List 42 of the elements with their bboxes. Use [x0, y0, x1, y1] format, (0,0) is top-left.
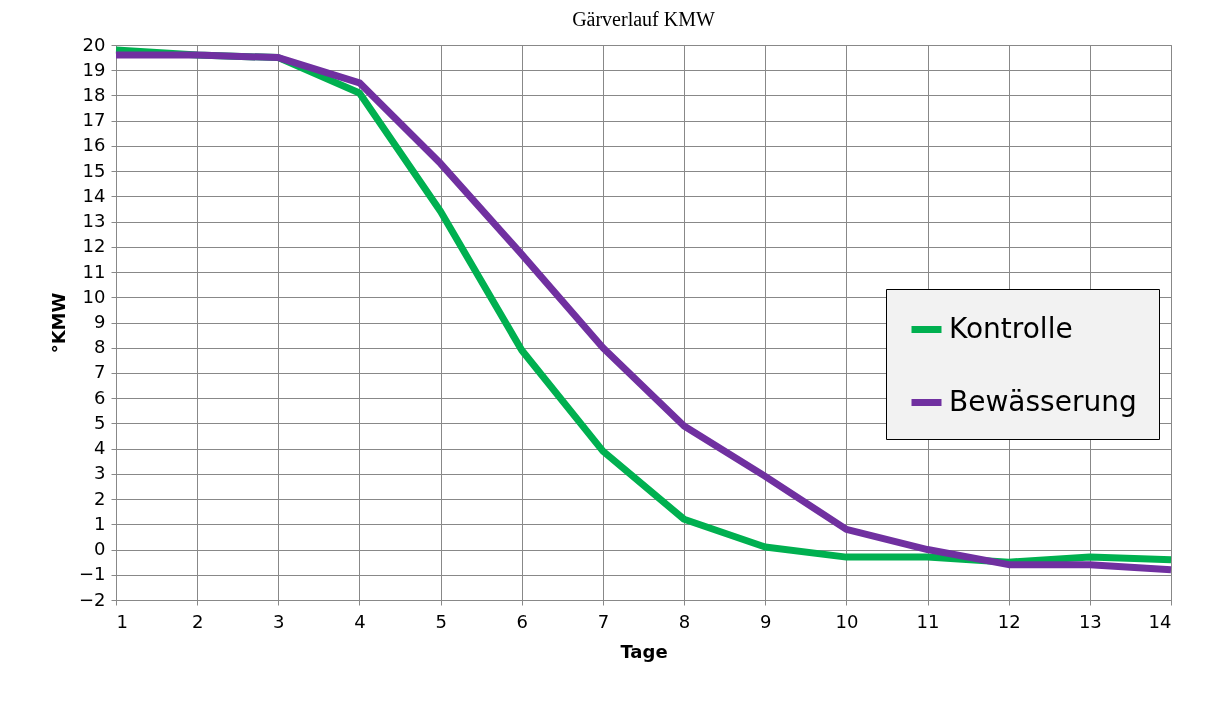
- y-tick-label: 2: [94, 487, 106, 509]
- y-tick-label: 1: [94, 512, 106, 534]
- y-tick-label: 18: [82, 83, 106, 105]
- x-tick-label: 2: [191, 610, 204, 632]
- x-tick-label: 6: [516, 610, 528, 632]
- x-tick-label: 8: [678, 610, 691, 632]
- y-tick-label: 15: [82, 159, 106, 181]
- y-tick-label: 11: [82, 260, 106, 282]
- y-tick-label: −2: [78, 588, 106, 610]
- y-tick-label: 17: [82, 109, 106, 131]
- y-tick-label: 4: [94, 437, 106, 459]
- chart-title: Gärverlauf KMW: [572, 8, 715, 30]
- y-tick-label: 9: [94, 311, 106, 332]
- x-tick-label: 1: [116, 610, 128, 632]
- x-tick-label: 14: [1148, 610, 1172, 632]
- y-tick-label: 14: [82, 184, 106, 206]
- x-tick-label: 13: [1078, 610, 1102, 632]
- x-axis-title: Tage: [620, 640, 668, 662]
- y-tick-label: 13: [82, 210, 106, 232]
- x-tick-label: 11: [916, 610, 940, 632]
- y-tick-label: 20: [82, 33, 106, 55]
- x-tick-label: 3: [273, 610, 285, 632]
- y-tick-label: 8: [94, 336, 106, 358]
- y-axis-title: °KMW: [47, 292, 69, 354]
- x-tick-label: 9: [760, 610, 772, 632]
- y-tick-label: 6: [94, 386, 106, 408]
- legend-label: Kontrolle: [949, 311, 1073, 345]
- y-tick-label: 19: [82, 58, 106, 80]
- y-tick-label: 5: [94, 411, 106, 433]
- y-tick-label: 0: [94, 538, 106, 560]
- y-tick-label: 10: [82, 285, 106, 307]
- x-tick-label: 5: [435, 610, 447, 632]
- x-tick-label: 12: [997, 610, 1021, 632]
- y-tick-label: 7: [94, 361, 106, 383]
- y-tick-label: 3: [94, 462, 106, 484]
- x-tick-label: 10: [835, 610, 859, 632]
- y-tick-label: 16: [82, 134, 106, 156]
- y-tick-label: 12: [82, 235, 106, 257]
- legend-label: Bewässerung: [949, 384, 1137, 418]
- y-tick-label: −1: [78, 563, 106, 585]
- x-tick-label: 4: [354, 610, 366, 632]
- x-tick-label: 7: [597, 610, 610, 632]
